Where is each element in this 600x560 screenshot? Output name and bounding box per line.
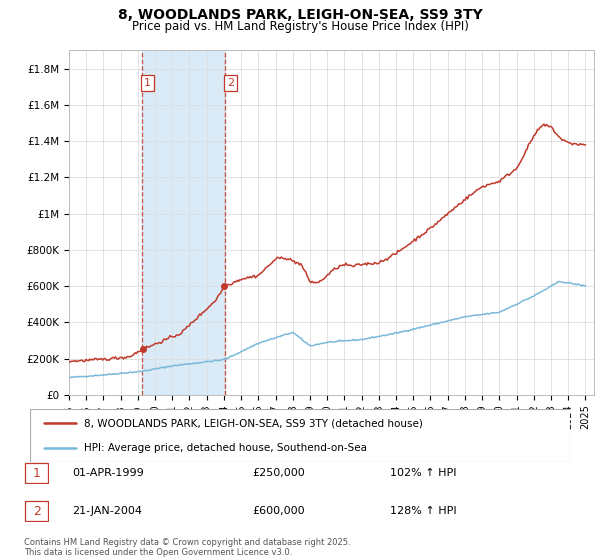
Text: 128% ↑ HPI: 128% ↑ HPI <box>390 506 457 516</box>
Text: 1: 1 <box>32 466 41 480</box>
Text: £250,000: £250,000 <box>252 468 305 478</box>
Text: HPI: Average price, detached house, Southend-on-Sea: HPI: Average price, detached house, Sout… <box>84 442 367 452</box>
Text: Contains HM Land Registry data © Crown copyright and database right 2025.
This d: Contains HM Land Registry data © Crown c… <box>24 538 350 557</box>
Text: 2: 2 <box>227 78 234 88</box>
Text: 1: 1 <box>144 78 151 88</box>
Text: 2: 2 <box>32 505 41 518</box>
Bar <box>142 50 225 395</box>
FancyBboxPatch shape <box>25 501 48 521</box>
Text: 21-JAN-2004: 21-JAN-2004 <box>72 506 142 516</box>
Text: Price paid vs. HM Land Registry's House Price Index (HPI): Price paid vs. HM Land Registry's House … <box>131 20 469 33</box>
Text: 8, WOODLANDS PARK, LEIGH-ON-SEA, SS9 3TY (detached house): 8, WOODLANDS PARK, LEIGH-ON-SEA, SS9 3TY… <box>84 418 423 428</box>
Text: 01-APR-1999: 01-APR-1999 <box>72 468 144 478</box>
FancyBboxPatch shape <box>25 463 48 483</box>
Text: £600,000: £600,000 <box>252 506 305 516</box>
Text: 8, WOODLANDS PARK, LEIGH-ON-SEA, SS9 3TY: 8, WOODLANDS PARK, LEIGH-ON-SEA, SS9 3TY <box>118 8 482 22</box>
FancyBboxPatch shape <box>30 409 570 462</box>
Text: 102% ↑ HPI: 102% ↑ HPI <box>390 468 457 478</box>
